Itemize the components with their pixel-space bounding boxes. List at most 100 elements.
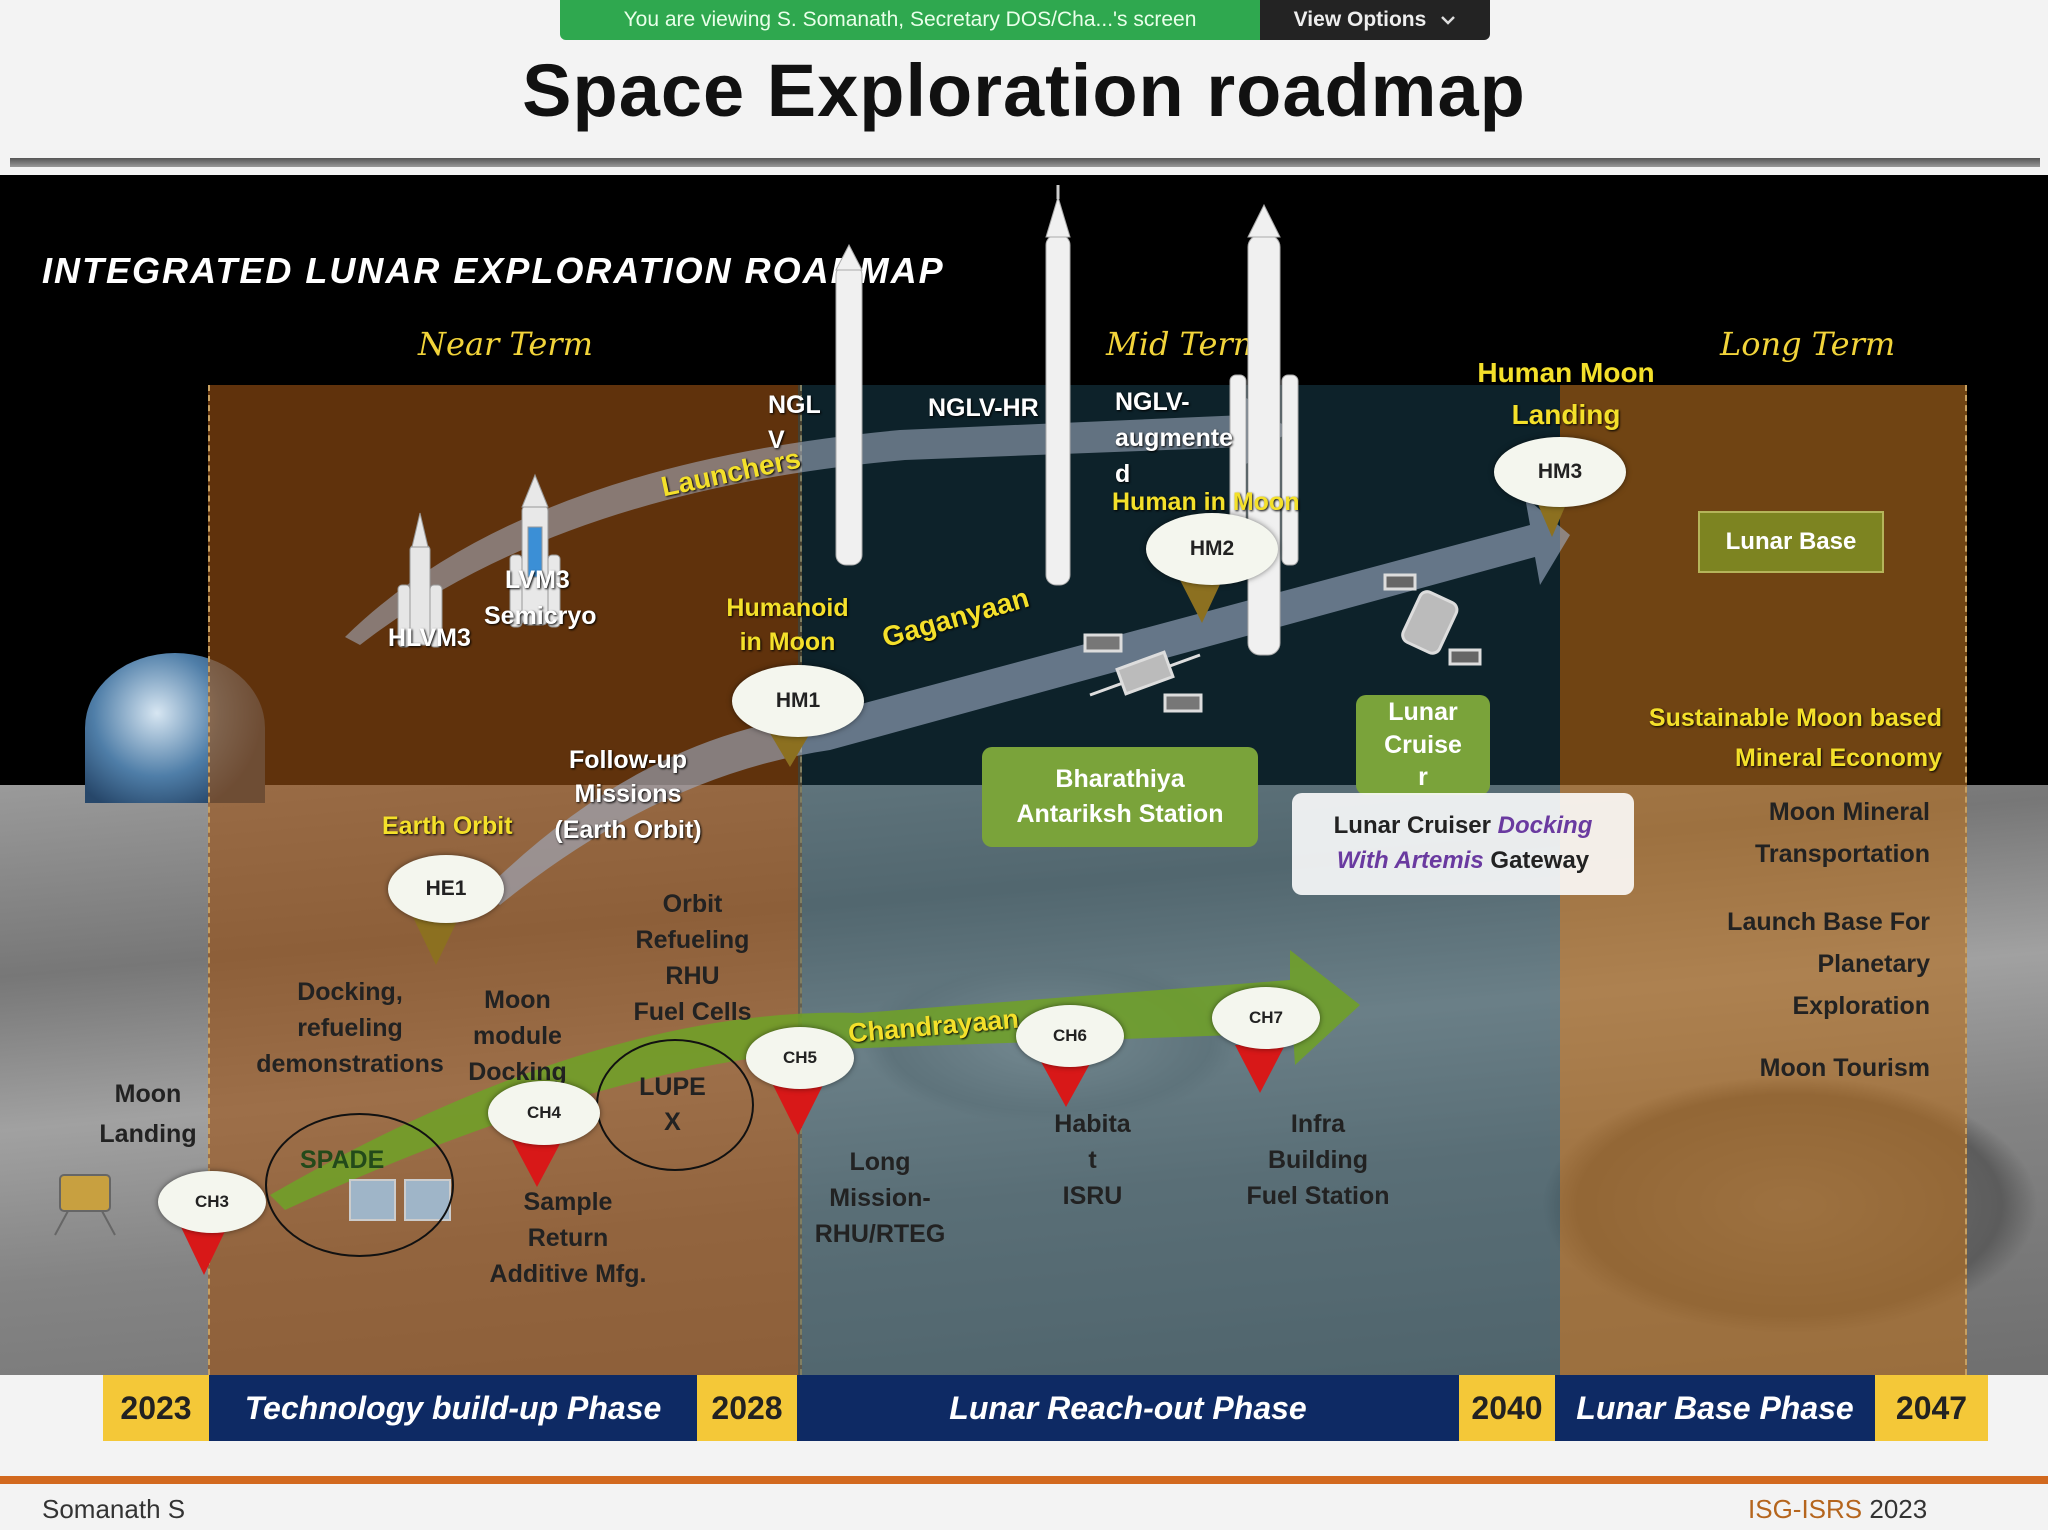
moon-mineral-label: Moon Mineral <box>1768 798 1930 826</box>
presenter-name: Somanath S <box>42 1494 186 1524</box>
artemis-docking-box: Lunar Cruiser Docking With Artemis Gatew… <box>1292 793 1634 895</box>
ch7-marker <box>1235 1045 1285 1093</box>
ch4-marker <box>512 1140 562 1187</box>
orbit-refueling-label-3: RHU <box>665 962 720 990</box>
human-in-moon-label: Human in Moon <box>1112 488 1300 516</box>
sample-return-label-2: Return <box>527 1224 609 1252</box>
lunar-base-phase: Lunar Base Phase <box>1555 1375 1875 1441</box>
long-mission-label-3: RHU/RTEG <box>814 1220 946 1248</box>
moon-tourism-label: Moon Tourism <box>1759 1054 1930 1082</box>
orbit-refueling-label-4: Fuel Cells <box>633 998 752 1026</box>
mineral-economy-label-2: Mineral Economy <box>1735 744 1942 772</box>
conference-label: ISG-ISRS 2023 <box>1748 1494 1928 1524</box>
phase-timeline: 2023 Technology build-up Phase 2028 Luna… <box>103 1375 1988 1441</box>
footer-divider <box>0 1476 2048 1484</box>
bharathiya-label: Bharathiya <box>1055 765 1185 793</box>
view-options-button[interactable]: View Options <box>1260 0 1490 40</box>
ch3-node: CH3 <box>158 1171 266 1233</box>
long-mission-label-2: Mission- <box>829 1184 931 1212</box>
lander-icon <box>54 1174 116 1236</box>
mid-term-label: Mid Term <box>1106 325 1264 363</box>
spacecraft-icon <box>1383 573 1482 666</box>
moon-module-label-2: module <box>473 1022 562 1050</box>
humanoid-label: Humanoid <box>726 594 849 622</box>
infra-label-2: Building <box>1268 1146 1368 1174</box>
ch3-marker <box>180 1225 228 1275</box>
docking-label-2: refueling <box>297 1014 403 1042</box>
viewing-screen-notice: You are viewing S. Somanath, Secretary D… <box>560 0 1260 40</box>
lunar-reachout-phase: Lunar Reach-out Phase <box>797 1375 1459 1441</box>
nglv-augmented-label-3: d <box>1115 460 1131 488</box>
hm3-node: HM3 <box>1494 437 1626 507</box>
infra-label-3: Fuel Station <box>1246 1182 1390 1210</box>
ch7-node: CH7 <box>1212 987 1320 1049</box>
lunar-cruiser-label-2: Cruise <box>1384 730 1462 759</box>
lunar-cruiser-label-3: r <box>1418 763 1428 792</box>
long-term-label: Long Term <box>1720 325 1896 363</box>
sample-return-label: Sample <box>523 1188 613 1216</box>
launch-base-label-3: Exploration <box>1792 992 1930 1020</box>
human-moon-landing-label: Human Moon <box>1477 357 1655 388</box>
docking-label-3: demonstrations <box>256 1050 444 1078</box>
launch-base-label-2: Planetary <box>1817 950 1930 978</box>
chevron-down-icon <box>1441 16 1456 25</box>
hm2-node: HM2 <box>1146 513 1278 585</box>
ch6-node: CH6 <box>1016 1005 1124 1067</box>
rocket-icon <box>509 473 561 628</box>
gaganyaan-arrow <box>480 497 1570 905</box>
launch-base-label: Launch Base For <box>1727 908 1930 936</box>
rocket-icon <box>397 512 443 648</box>
screen-share-bar: You are viewing S. Somanath, Secretary D… <box>560 0 1490 40</box>
year-2047: 2047 <box>1875 1375 1988 1441</box>
moon-landing-label: Moon <box>114 1080 182 1108</box>
lupex-label: LUPE <box>639 1073 706 1101</box>
ch5-node: CH5 <box>746 1027 854 1089</box>
spade-label: SPADE <box>300 1146 385 1174</box>
roadmap-image: INTEGRATED LUNAR EXPLORATION ROADMAP Nea… <box>0 175 2048 1375</box>
year-2028: 2028 <box>697 1375 797 1441</box>
lvm3-label: LVM3 <box>505 566 570 594</box>
he1-node: HE1 <box>388 855 504 923</box>
followup-missions-label: Follow-up <box>568 746 688 774</box>
roadmap-heading: INTEGRATED LUNAR EXPLORATION ROADMAP <box>42 250 945 291</box>
habitat-label: Habita <box>1054 1110 1131 1138</box>
spade-ellipse <box>265 1113 454 1257</box>
human-moon-landing-label-2: Landing <box>1511 399 1621 430</box>
year-2023: 2023 <box>103 1375 209 1441</box>
rocket-icon <box>835 243 863 566</box>
mineral-economy-label: Sustainable Moon based <box>1648 704 1942 732</box>
long-mission-label: Long <box>849 1148 911 1176</box>
docking-label: Docking, <box>297 978 403 1006</box>
hlvm3-label: HLVM3 <box>388 624 471 652</box>
bharathiya-label-2: Antariksh Station <box>1016 800 1224 828</box>
rocket-icon <box>1045 185 1071 586</box>
slide-title: Space Exploration roadmap <box>522 49 1526 132</box>
moon-module-label: Moon <box>484 986 551 1014</box>
nglv-augmented-label-2: augmente <box>1115 424 1234 452</box>
nglv-label: NGL <box>768 391 821 419</box>
humanoid-label-2: in Moon <box>739 628 836 656</box>
earth-orbit-label: Earth Orbit <box>382 812 513 840</box>
moon-landing-label-2: Landing <box>99 1120 197 1148</box>
ch5-marker <box>773 1085 823 1135</box>
year-2040: 2040 <box>1459 1375 1555 1441</box>
infra-label: Infra <box>1290 1110 1346 1138</box>
hm2-marker <box>1180 580 1222 623</box>
ch6-marker <box>1040 1060 1092 1107</box>
artemis-line-1: Lunar Cruiser Docking <box>1333 812 1593 840</box>
orbit-refueling-label-2: Refueling <box>635 926 750 954</box>
near-term-label: Near Term <box>418 325 593 363</box>
space-station-icon <box>1083 633 1203 713</box>
title-divider <box>10 158 2040 167</box>
nglv-augmented-label: NGLV- <box>1115 388 1190 416</box>
artemis-line-2: With Artemis Gateway <box>1336 847 1590 874</box>
bharathiya-antariksh-station-box: Bharathiya Antariksh Station <box>982 747 1258 847</box>
view-options-label: View Options <box>1293 8 1427 31</box>
habitat-label-2: t <box>1088 1146 1097 1174</box>
lupex-label-2: X <box>664 1108 681 1136</box>
lunar-cruiser-label: Lunar <box>1388 698 1458 727</box>
hm1-node: HM1 <box>732 665 864 737</box>
he1-marker <box>412 915 460 965</box>
habitat-label-3: ISRU <box>1062 1182 1123 1210</box>
lunar-base-box: Lunar Base <box>1698 511 1884 573</box>
